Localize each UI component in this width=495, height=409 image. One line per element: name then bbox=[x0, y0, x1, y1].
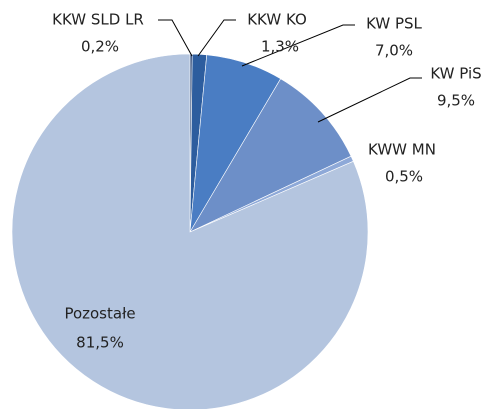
leader-line bbox=[197, 19, 236, 57]
leader-line bbox=[158, 19, 193, 57]
value-label: 0,2% bbox=[81, 38, 119, 56]
pie bbox=[11, 53, 369, 409]
value-label: 1,3% bbox=[261, 38, 299, 56]
slice-label: KKW SLD LR bbox=[52, 11, 144, 29]
slice-label: KW PiS bbox=[430, 65, 481, 83]
slice-label: KWW MN bbox=[368, 141, 436, 159]
slice-label: KKW KO bbox=[247, 11, 307, 29]
value-label: 81,5% bbox=[76, 334, 124, 352]
slice bbox=[189, 78, 352, 233]
value-label: 7,0% bbox=[375, 42, 413, 60]
slice-label: Pozostałe bbox=[64, 305, 135, 323]
leader-line bbox=[241, 24, 355, 67]
slice-label: KW PSL bbox=[366, 15, 422, 33]
value-label: 9,5% bbox=[437, 92, 475, 110]
leader-line bbox=[317, 77, 422, 123]
slice bbox=[11, 53, 369, 409]
value-label: 0,5% bbox=[385, 168, 423, 186]
